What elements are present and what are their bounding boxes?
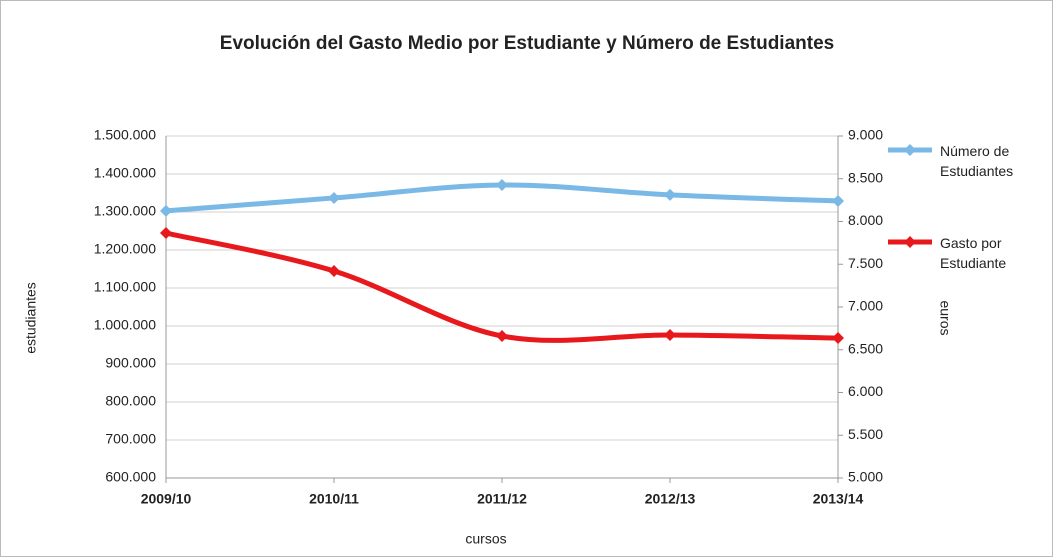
marker — [160, 204, 172, 217]
y-tick-label: 600.000 — [105, 469, 156, 485]
y2-tick-label: 8.000 — [848, 212, 883, 228]
y2-tick-label: 5.000 — [848, 469, 883, 485]
y-tick-label: 1.100.000 — [94, 279, 156, 295]
y-tick-label: 1.200.000 — [94, 241, 156, 257]
x-tick-label: 2011/12 — [477, 491, 527, 507]
y2-tick-label: 5.500 — [848, 426, 883, 442]
marker — [832, 332, 844, 345]
y2-tick-label: 7.000 — [848, 298, 883, 314]
legend-marker — [904, 144, 916, 156]
marker — [328, 191, 340, 204]
marker — [160, 227, 172, 240]
y-tick-label: 1.400.000 — [94, 165, 156, 181]
legend-marker — [904, 236, 916, 248]
x-tick-label: 2013/14 — [813, 491, 864, 507]
x-tick-label: 2012/13 — [645, 491, 696, 507]
y-tick-label: 1.500.000 — [94, 127, 156, 143]
marker — [664, 188, 676, 201]
marker — [832, 194, 844, 207]
y2-tick-label: 9.000 — [848, 127, 883, 143]
y2-tick-label: 6.500 — [848, 340, 883, 356]
y2-axis-label: euros — [937, 300, 953, 335]
x-tick-label: 2010/11 — [309, 491, 359, 507]
y-tick-label: 1.000.000 — [94, 317, 156, 333]
y2-tick-label: 7.500 — [848, 255, 883, 271]
legend-label: Gasto por Estudiante — [940, 235, 1006, 271]
y-tick-label: 800.000 — [105, 393, 156, 409]
marker — [664, 329, 676, 342]
y-tick-label: 1.300.000 — [94, 203, 156, 219]
y2-tick-label: 8.500 — [848, 169, 883, 185]
y-axis-label: estudiantes — [23, 282, 39, 354]
x-tick-label: 2009/10 — [141, 491, 192, 507]
y2-tick-label: 6.000 — [848, 383, 883, 399]
marker — [328, 265, 340, 278]
marker — [496, 179, 508, 192]
y-tick-label: 700.000 — [105, 431, 156, 447]
x-axis-label: cursos — [465, 531, 506, 547]
legend-label: Número de Estudiantes — [940, 143, 1013, 179]
chart-title: Evolución del Gasto Medio por Estudiante… — [220, 33, 834, 54]
y-tick-label: 900.000 — [105, 355, 156, 371]
marker — [496, 329, 508, 342]
